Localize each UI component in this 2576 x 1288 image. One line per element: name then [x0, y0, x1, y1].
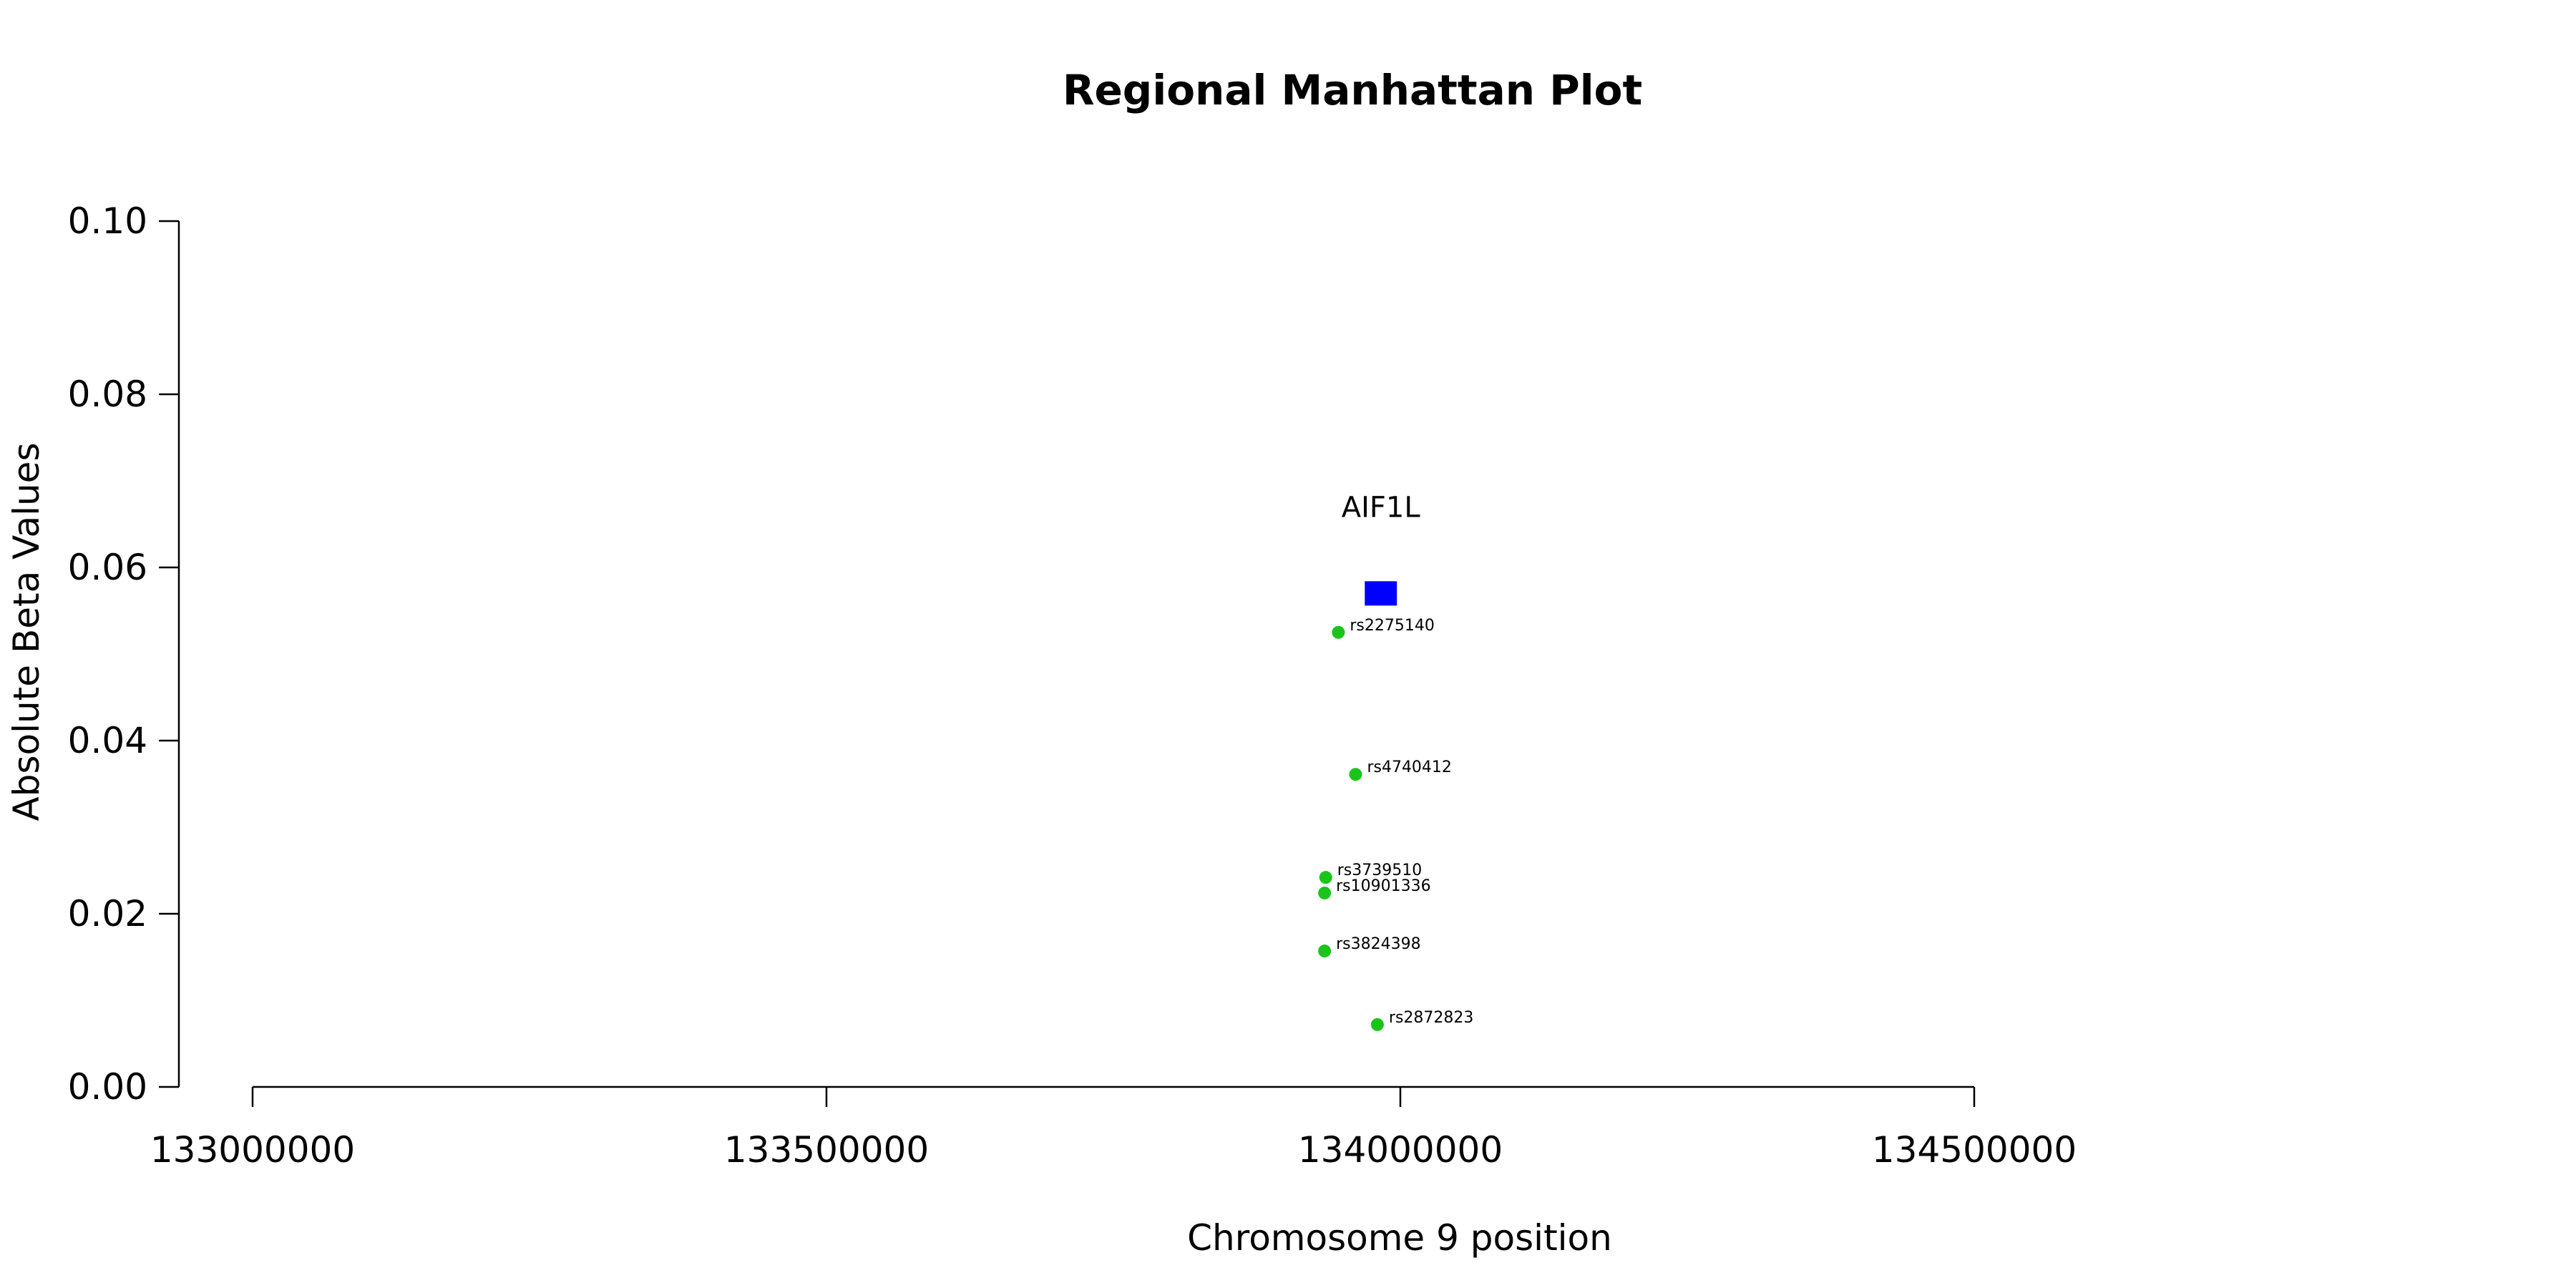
x-tick-label: 134500000: [1872, 1129, 2077, 1171]
snp-point: [1349, 768, 1362, 781]
y-tick-label: 0.06: [68, 547, 147, 588]
y-tick-label: 0.00: [68, 1066, 147, 1108]
snp-point: [1332, 625, 1345, 639]
genes-layer: AIF1L: [1342, 491, 1421, 606]
x-axis-label: Chromosome 9 position: [1187, 1217, 1612, 1259]
y-axis: 0.00 0.02 0.04 0.06 0.08 0.10: [68, 200, 180, 1108]
gene-label: AIF1L: [1342, 491, 1421, 524]
snp-label: rs4740412: [1367, 758, 1452, 776]
y-axis-label: Absolute Beta Values: [6, 443, 47, 821]
y-tick-label: 0.02: [68, 893, 147, 935]
x-tick-label: 134000000: [1298, 1129, 1503, 1171]
snp-label: rs3739510: [1337, 862, 1423, 879]
chart-title: Regional Manhattan Plot: [1063, 66, 1642, 114]
snp-point: [1319, 871, 1332, 884]
x-axis: 133000000 133500000 134000000 134500000: [150, 1085, 2077, 1171]
x-ticks: 133000000 133500000 134000000 134500000: [150, 1087, 2077, 1171]
snp-label: rs2275140: [1350, 617, 1435, 635]
snp-point: [1318, 945, 1332, 958]
x-tick-label: 133000000: [150, 1129, 355, 1171]
y-ticks: 0.00 0.02 0.04 0.06 0.08 0.10: [68, 200, 179, 1108]
snp-point: [1318, 886, 1332, 899]
snp-point: [1370, 1018, 1384, 1031]
gene-box: [1365, 581, 1397, 606]
snp-label: rs10901336: [1336, 877, 1430, 895]
y-tick-label: 0.04: [68, 720, 147, 761]
y-tick-label: 0.08: [68, 374, 147, 415]
snp-label: rs2872823: [1389, 1009, 1473, 1027]
snp-label: rs3824398: [1336, 935, 1421, 953]
y-tick-label: 0.10: [68, 200, 147, 242]
x-tick-label: 133500000: [724, 1129, 929, 1171]
